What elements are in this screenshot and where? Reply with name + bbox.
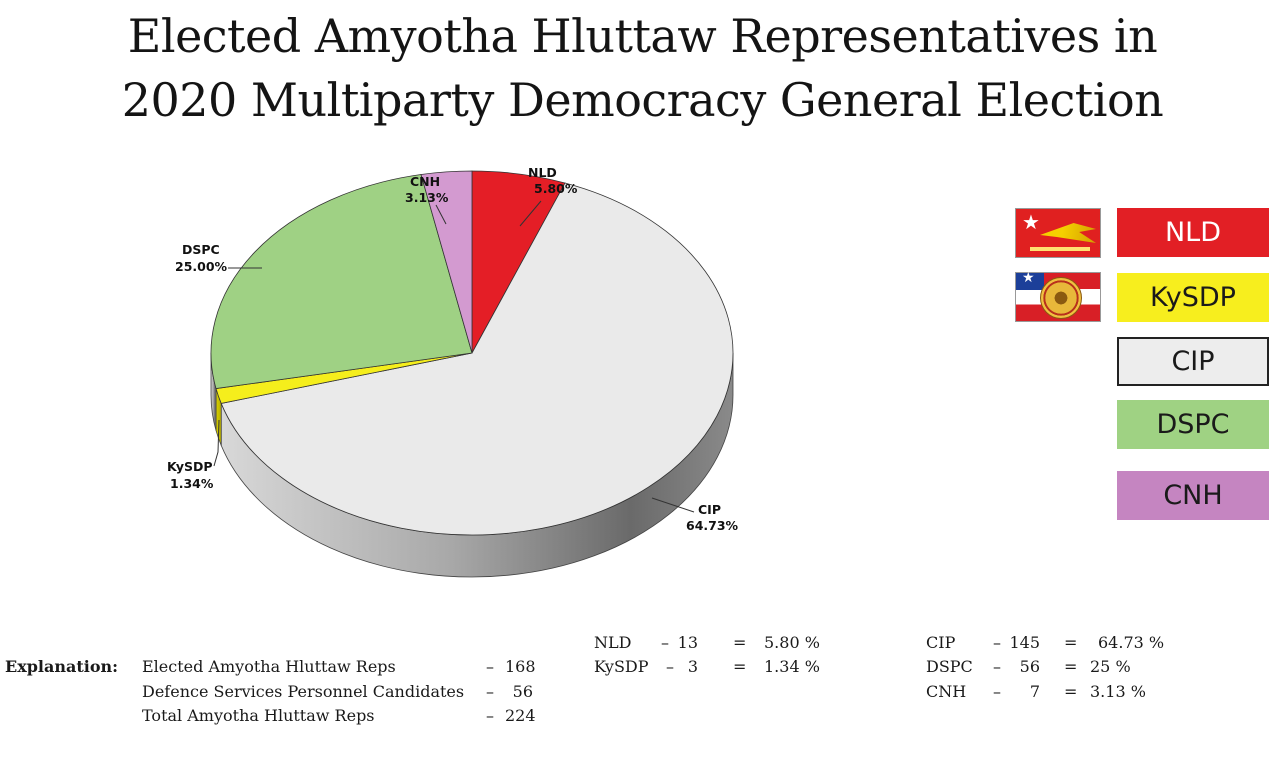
slice-label-cnh-value: 3.13% — [405, 190, 449, 205]
slice-label-dspc-name: DSPC — [182, 242, 220, 257]
flag-canton: ★ — [1016, 270, 1044, 290]
seat-count: 7 — [1029, 682, 1040, 701]
pie-slice-dspc — [210, 174, 473, 390]
seat-dash: – — [661, 633, 669, 652]
slice-label-cip-value: 64.73% — [686, 518, 739, 533]
explanation-label: Elected Amyotha Hluttaw Reps — [142, 657, 396, 676]
legend-item-cip: CIP — [1117, 337, 1269, 386]
explanation-dash: – — [486, 657, 494, 676]
seat-count: 3 — [687, 657, 698, 676]
pie-slice-cnh — [420, 170, 473, 354]
seat-dash: – — [993, 657, 1001, 676]
slice-label-cnh-name: CNH — [410, 174, 440, 189]
seat-party: NLD — [594, 633, 632, 652]
flag-script-mark — [1030, 247, 1090, 251]
seat-percent: 1.34 % — [764, 657, 820, 676]
legend-item-cnh: CNH — [1117, 471, 1269, 520]
explanation-value: 56 — [512, 682, 533, 701]
seat-count: 145 — [1009, 633, 1040, 652]
legend-item-kysdp: KySDP — [1117, 273, 1269, 322]
explanation-label: Defence Services Personnel Candidates — [142, 682, 465, 701]
legend-item-nld: NLD — [1117, 208, 1269, 257]
seat-equals: = — [1064, 682, 1078, 701]
legend-item-dspc: DSPC — [1117, 400, 1269, 449]
legend: ★ NLD ★ KySDP CIP DSPC CNH — [1005, 200, 1280, 540]
seat-party: CNH — [926, 682, 967, 701]
seat-party: DSPC — [926, 657, 973, 676]
explanation-dash: – — [486, 706, 494, 725]
explanation-value: 224 — [505, 706, 536, 725]
seat-percent: 3.13 % — [1090, 682, 1146, 701]
slice-label-nld-name: NLD — [528, 165, 557, 180]
seat-equals: = — [1064, 657, 1078, 676]
seat-equals: = — [1064, 633, 1078, 652]
seat-percent: 25 % — [1090, 657, 1131, 676]
seat-equals: = — [733, 657, 747, 676]
chart-title-line-1: Elected Amyotha Hluttaw Representatives … — [127, 9, 1158, 63]
slice-label-nld-value: 5.80% — [534, 181, 578, 196]
seat-count: 13 — [677, 633, 698, 652]
pie-slice-cip — [220, 182, 734, 536]
explanation-value: 168 — [505, 657, 536, 676]
seat-party: KySDP — [594, 657, 649, 676]
chart-title: Elected Amyotha Hluttaw Representatives … — [0, 4, 1285, 132]
chart-title-line-2: 2020 Multiparty Democracy General Electi… — [121, 73, 1164, 127]
seat-count: 56 — [1019, 657, 1040, 676]
slice-label-kysdp-name: KySDP — [167, 459, 213, 474]
seat-dash: – — [666, 657, 674, 676]
seat-percent: 64.73 % — [1098, 633, 1165, 652]
star-icon: ★ — [1022, 210, 1040, 234]
seat-party: CIP — [926, 633, 956, 652]
seat-dash: – — [993, 682, 1001, 701]
explanation-heading: Explanation: — [5, 657, 119, 676]
slice-label-dspc-value: 25.00% — [175, 259, 228, 274]
explanation-label: Total Amyotha Hluttaw Reps — [142, 706, 375, 725]
seat-percent: 5.80 % — [764, 633, 820, 652]
nld-flag-icon: ★ — [1015, 208, 1101, 258]
emblem-icon — [1040, 277, 1082, 319]
kysdp-flag-icon: ★ — [1015, 270, 1101, 322]
explanation-dash: – — [486, 682, 494, 701]
seat-dash: – — [993, 633, 1001, 652]
star-icon: ★ — [1022, 270, 1035, 286]
slice-label-kysdp-value: 1.34% — [170, 476, 214, 491]
seat-equals: = — [733, 633, 747, 652]
pie-top — [210, 170, 734, 536]
pie-labels: NLD 5.80% CNH 3.13% DSPC 25.00% KySDP 1.… — [167, 165, 739, 533]
slice-label-cip-name: CIP — [698, 502, 721, 517]
peacock-icon — [1040, 223, 1096, 243]
